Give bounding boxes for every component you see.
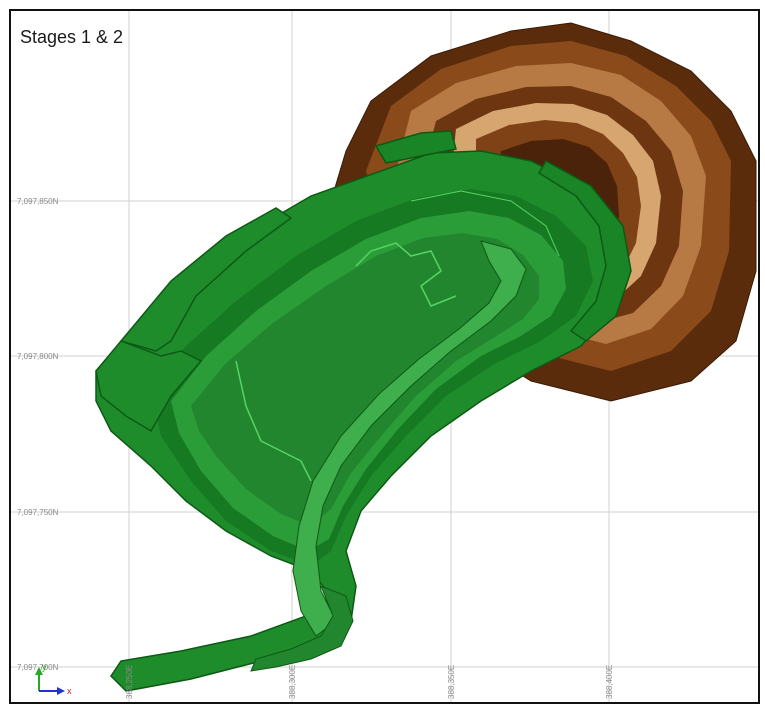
green-west-lobe [95, 340, 203, 433]
green-pit-shell [95, 130, 632, 692]
green-bench-highlight [410, 190, 560, 257]
easting-label-2: 388,300E [288, 665, 297, 699]
axis-triad-icon: x y [35, 662, 72, 696]
axis-triad-y-arrow [35, 667, 43, 675]
axis-triad-x-arrow [57, 687, 65, 695]
view-title: Stages 1 & 2 [20, 27, 124, 47]
green-internal-ramp-line [235, 360, 312, 482]
easting-label-1: 388,250E [125, 665, 134, 699]
green-inner-bench-line [355, 242, 457, 307]
pit-scene: 7,097,850N 7,097,800N 7,097,750N 7,097,7… [11, 11, 758, 702]
northing-label-1: 7,097,850N [17, 197, 59, 206]
easting-labels: 388,250E 388,300E 388,350E 388,400E [125, 665, 614, 699]
northing-label-4: 7,097,700N [17, 663, 59, 672]
3d-viewport[interactable]: 7,097,850N 7,097,800N 7,097,750N 7,097,7… [9, 9, 760, 704]
northing-label-3: 7,097,750N [17, 508, 59, 517]
green-south-spur [250, 585, 354, 672]
green-west-arm [119, 207, 293, 352]
easting-label-4: 388,400E [605, 665, 614, 699]
green-north-crest [374, 130, 457, 164]
green-east-wall [537, 159, 632, 342]
axis-triad-x-label: x [67, 686, 72, 696]
northing-labels: 7,097,850N 7,097,800N 7,097,750N 7,097,7… [17, 197, 59, 672]
easting-label-3: 388,350E [447, 665, 456, 699]
northing-label-2: 7,097,800N [17, 352, 59, 361]
axis-triad-y-label: y [42, 662, 47, 672]
green-pit-floor [191, 233, 539, 526]
